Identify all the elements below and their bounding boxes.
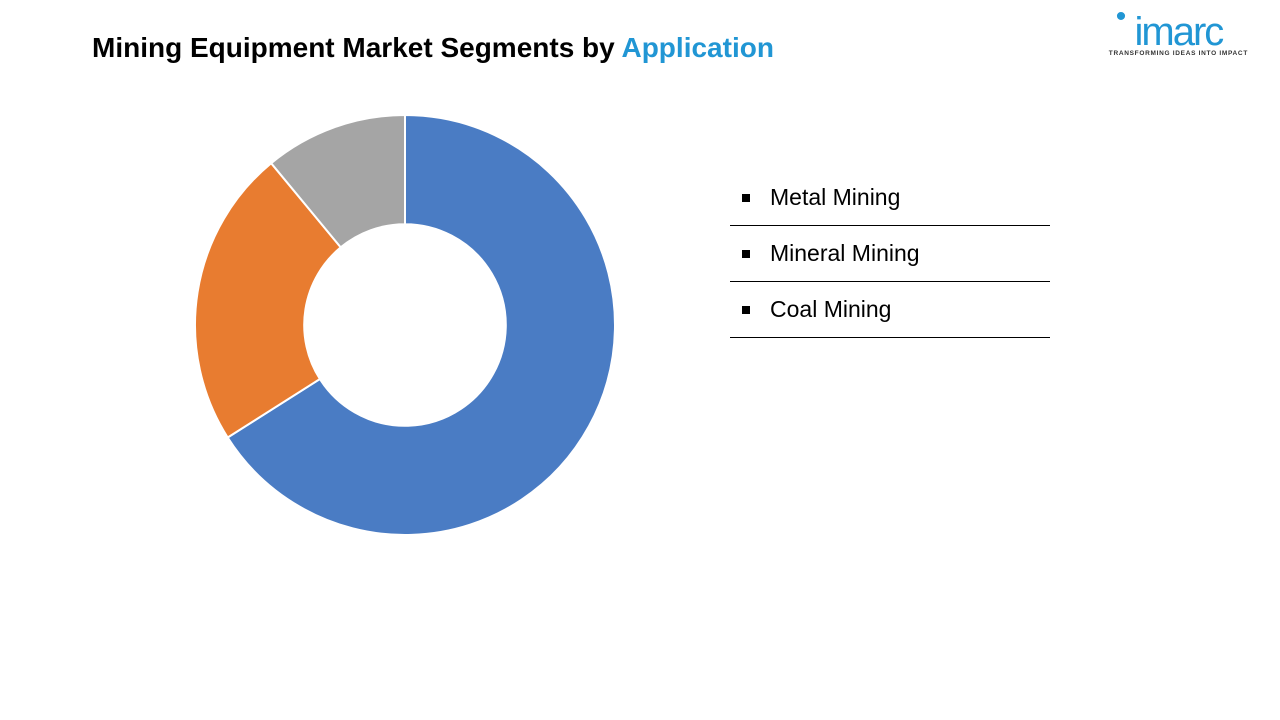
title-text-main: Mining Equipment Market Segments by bbox=[92, 32, 621, 63]
brand-logo: • imarc TRANSFORMING IDEAS INTO IMPACT bbox=[1109, 14, 1248, 57]
page-title: Mining Equipment Market Segments by Appl… bbox=[92, 32, 774, 64]
logo-dot-icon: • bbox=[1116, 0, 1127, 34]
legend-label: Metal Mining bbox=[770, 184, 900, 211]
legend-item: Mineral Mining bbox=[730, 226, 1050, 282]
legend-label: Mineral Mining bbox=[770, 240, 920, 267]
donut-chart bbox=[180, 100, 630, 550]
logo-tagline: TRANSFORMING IDEAS INTO IMPACT bbox=[1109, 50, 1248, 57]
legend: Metal Mining Mineral Mining Coal Mining bbox=[730, 170, 1050, 338]
donut-chart-svg bbox=[180, 100, 630, 550]
logo-text: imarc bbox=[1109, 14, 1248, 50]
legend-item: Metal Mining bbox=[730, 170, 1050, 226]
title-text-highlight: Application bbox=[621, 32, 773, 63]
legend-label: Coal Mining bbox=[770, 296, 891, 323]
bullet-icon bbox=[742, 250, 750, 258]
legend-item: Coal Mining bbox=[730, 282, 1050, 338]
bullet-icon bbox=[742, 306, 750, 314]
bullet-icon bbox=[742, 194, 750, 202]
